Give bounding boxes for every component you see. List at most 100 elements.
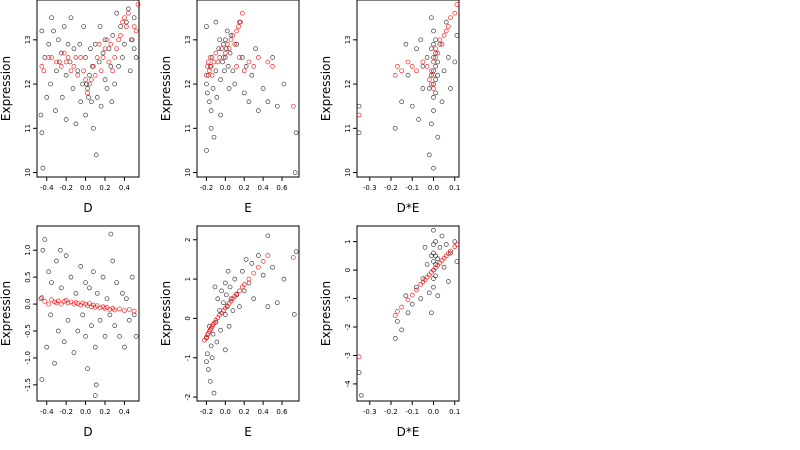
data-point [85,366,90,372]
data-point [399,99,404,105]
data-point [71,64,77,69]
data-point [133,28,139,34]
data-point [251,64,257,69]
data-point [429,81,434,87]
data-point [422,244,428,250]
y-axis-title: Expression [0,281,13,346]
data-point [65,55,71,60]
data-point [53,108,58,113]
data-point [220,59,225,65]
data-point [227,50,233,56]
y-tick-label: -0.5 [24,324,32,338]
data-point [80,312,86,318]
data-point [234,291,240,297]
data-point [405,310,411,316]
data-point [435,293,441,299]
x-tick-label: -0.1 [405,184,419,192]
data-point [124,296,129,302]
data-point [51,28,56,34]
data-point [97,305,103,311]
plot-frame [36,0,140,178]
data-point [120,290,125,296]
data-point [222,312,228,317]
data-point [238,19,243,25]
data-point [431,68,436,74]
data-point [420,59,426,65]
data-point [232,81,238,87]
x-tick-label: 0.4 [119,408,131,416]
x-tick-label: -0.3 [363,408,377,416]
x-axis-title: D*E [397,425,420,439]
data-point [87,72,92,78]
data-point [89,77,94,83]
data-point [77,41,83,47]
data-point [249,72,255,78]
data-point [433,64,438,69]
data-point [120,19,125,25]
y-tick-label: 1 [184,277,192,281]
data-point [446,55,451,60]
data-point [108,64,114,69]
data-point [237,55,242,60]
data-point [431,72,436,78]
data-point [206,99,212,105]
data-point [230,308,236,313]
data-point [204,81,209,87]
data-point [68,68,74,74]
data-point [218,112,223,118]
data-point [102,77,108,83]
data-point [89,323,94,328]
panel-6: -0.3 -0.2 -0.1 0.0 0.1 -4 -3 -2 -1 0 1 D*E Expressio… [319,225,460,439]
data-point [356,370,362,375]
data-point [435,256,441,262]
data-point [209,72,215,78]
data-point [429,72,434,78]
data-point [104,296,110,302]
data-point [293,249,299,254]
data-point [395,309,400,314]
x-tick-label: 0.2 [239,408,250,416]
data-point [265,304,271,309]
data-point [256,264,261,270]
data-point [120,55,125,60]
data-point [102,37,108,43]
data-point [223,46,229,52]
data-point [44,344,50,350]
y-tick-label: 13 [24,35,32,44]
data-point [265,253,271,258]
fitted-series [39,295,137,314]
data-point [73,290,79,296]
x-tick-label: 0.1 [449,184,460,192]
data-point [409,301,415,307]
data-point [94,55,100,60]
data-point [443,28,449,34]
data-point [39,130,45,136]
y-tick-label: -1.0 [24,351,32,365]
data-point [56,328,61,334]
data-point [112,323,118,328]
data-point [225,268,231,274]
data-point [102,46,108,52]
data-point [409,103,415,109]
data-point [93,382,99,388]
data-point [232,276,238,282]
data-point [207,378,213,384]
data-point [94,94,100,100]
y-tick-label: -1 [344,295,352,302]
data-point [75,328,81,334]
data-point [81,24,86,29]
data-point [125,6,131,12]
data-point [135,2,141,7]
data-point [431,28,436,34]
y-tick-label: 12 [184,80,192,89]
data-point [217,37,223,43]
data-point [399,304,404,310]
data-point [94,290,100,296]
fitted-series [39,2,141,96]
data-point [228,296,234,302]
x-tick-label: 0.6 [276,408,288,416]
data-point [108,41,114,47]
y-tick-label: 1 [344,239,352,243]
data-point [356,112,362,118]
data-point [433,273,438,279]
